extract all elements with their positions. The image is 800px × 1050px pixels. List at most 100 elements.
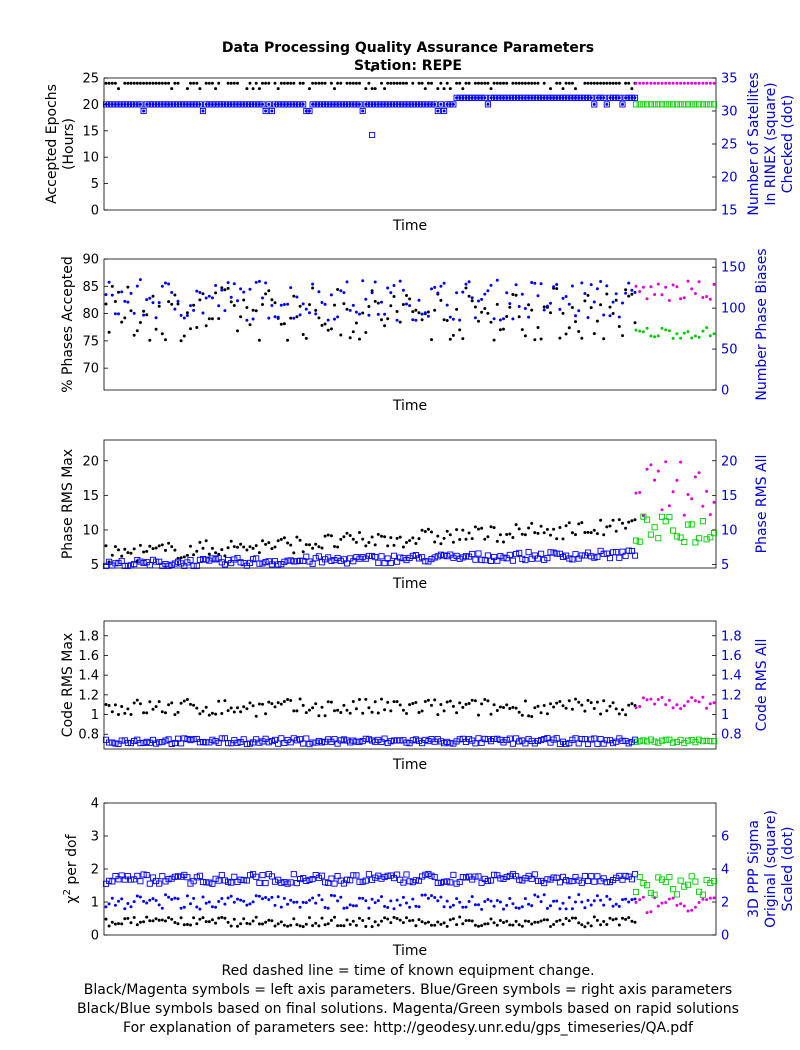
data-point-square [394,737,401,744]
data-point-dot [229,706,233,710]
data-point-dot [567,699,571,703]
data-point-dot [558,81,562,85]
data-point-dot [445,700,449,704]
data-point-dot [561,296,565,300]
data-point-dot [376,899,380,903]
data-point-dot [176,102,180,106]
data-point-dot [489,712,493,716]
data-point-dot [574,320,577,324]
data-point-square [387,559,394,567]
data-point-dot [254,81,258,85]
data-point-dot [223,699,227,703]
data-point-square [509,871,516,878]
data-point-dot [151,301,155,305]
data-point-square [131,737,138,745]
data-point-square [632,537,640,544]
data-point-dot [257,894,261,898]
data-point-dot [570,96,574,100]
data-point-square [112,740,119,747]
right-tick-label: 0 [721,384,729,399]
data-point-square [297,736,304,743]
data-point-square [259,872,266,879]
data-point-square [209,880,216,887]
data-point-square [372,554,379,561]
data-point-dot [129,713,133,716]
data-point-dot [301,925,305,929]
left-axis-label: Accepted Epochs [44,84,60,204]
data-point-dot [336,315,340,319]
data-point-dot [142,920,146,924]
data-point-dot [261,102,264,106]
data-point-dot [104,302,108,306]
data-point-dot [558,526,562,529]
data-point-dot [251,546,255,550]
data-point-dot [442,281,446,285]
data-point-dot [185,923,189,926]
data-point-dot [361,109,365,113]
data-point-dot [207,920,211,924]
data-point-dot [439,703,443,706]
data-point-dot [508,532,512,536]
data-point-dot [448,337,452,341]
data-point-dot [226,920,230,924]
data-point-dot [536,704,540,708]
data-point-square [228,879,235,886]
data-point-square [312,555,319,562]
x-axis-label: Time [392,398,427,414]
data-point-dot [561,96,565,100]
data-point-dot [552,527,556,531]
data-point-dot [514,293,518,297]
data-point-dot [470,895,474,899]
data-point-square [334,873,341,880]
data-point-square [384,872,391,879]
data-point-dot [142,309,146,313]
data-point-dot [380,919,383,923]
data-point-dot [708,334,712,338]
data-point-dot [107,81,111,85]
right-axis-label: Scaled (dot) [780,827,796,912]
data-point-square [168,875,175,882]
data-point-dot [508,897,512,900]
data-point-dot [167,300,171,304]
data-point-dot [679,707,683,711]
data-point-dot [354,707,358,711]
data-point-dot [592,528,596,532]
data-point-dot [423,311,427,315]
data-point-square [350,558,357,565]
data-point-dot [151,102,155,106]
data-point-dot [117,922,120,926]
data-point-dot [336,288,340,291]
data-point-dot [226,709,230,713]
data-point-dot [608,524,612,528]
data-point-dot [164,711,167,715]
data-point-dot [630,898,634,902]
data-point-dot [630,288,634,292]
data-point-square [228,560,235,567]
data-point-square [603,101,610,108]
data-point-square [673,101,680,108]
data-point-dot [336,899,340,903]
data-point-dot [574,533,577,537]
data-point-dot [267,918,271,922]
data-point-dot [549,96,552,100]
data-point-dot [705,706,709,710]
data-point-dot [214,551,218,555]
data-point-dot [138,81,142,85]
data-point-dot [705,489,709,493]
data-point-dot [483,922,487,926]
data-point-dot [436,899,440,903]
data-point-square [494,872,501,879]
data-point-dot [361,311,365,315]
data-point-dot [317,714,321,718]
data-point-square [696,101,703,108]
data-point-dot [273,545,277,549]
data-point-dot [467,919,471,922]
data-point-dot [498,328,502,332]
data-point-dot [386,544,390,548]
data-point-dot [542,704,546,707]
data-point-square [250,739,257,746]
data-point-dot [386,906,390,909]
data-point-dot [179,556,183,560]
data-point-square [409,879,416,886]
data-point-square [343,560,351,567]
